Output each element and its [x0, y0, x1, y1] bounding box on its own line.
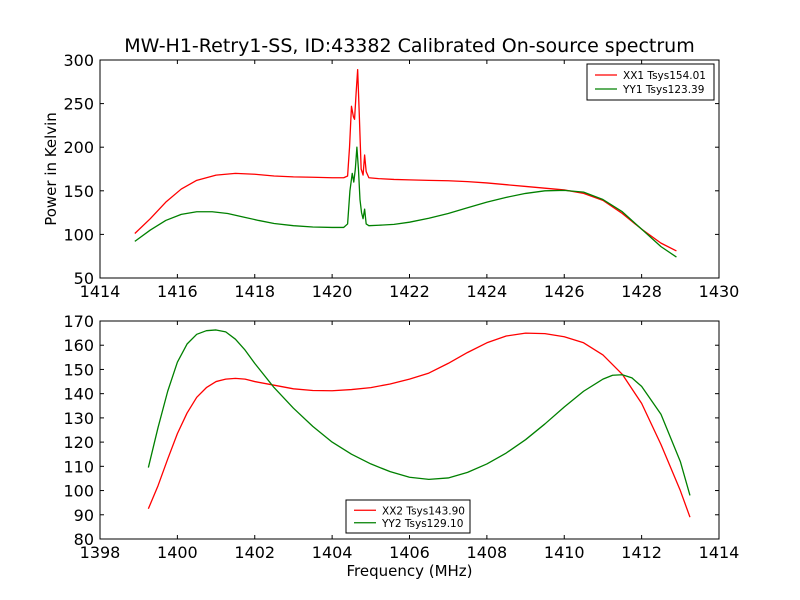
legend-label: YY1 Tsys123.39 — [622, 84, 704, 96]
chart-title: MW-H1-Retry1-SS, ID:43382 Calibrated On-… — [124, 35, 694, 57]
y-tick-label: 140 — [63, 385, 94, 404]
x-tick-label: 1408 — [467, 543, 508, 562]
y-tick-label: 50 — [74, 269, 94, 288]
x-tick-label: 1398 — [80, 543, 121, 562]
x-tick-label: 1424 — [467, 282, 508, 301]
bottom-spectrum-plot: 1398 1400 1402 1404 1406 1408 1410 1412 1414 80 90… — [63, 312, 739, 580]
x-tick-label: 1404 — [312, 543, 353, 562]
y-tick-label: 150 — [63, 182, 94, 201]
legend-label: XX2 Tsys143.90 — [382, 505, 465, 517]
x-tick-label: 1418 — [234, 282, 275, 301]
y-tick-label: 130 — [63, 409, 94, 428]
y-tick-label: 160 — [63, 336, 94, 355]
y-tick-label: 100 — [63, 225, 94, 244]
x-tick-label: 1428 — [621, 282, 662, 301]
x-tick-label: 1410 — [544, 543, 585, 562]
legend-label: XX1 Tsys154.01 — [623, 70, 706, 82]
x-tick-label: 1430 — [699, 282, 740, 301]
legend-box — [586, 63, 715, 101]
x-tick-label: 1406 — [389, 543, 430, 562]
series-group — [134, 68, 677, 258]
y-tick-label: 170 — [63, 312, 94, 331]
legend-label: YY2 Tsys129.10 — [381, 518, 463, 530]
series-group — [147, 329, 691, 518]
x-tick-label: 1400 — [157, 543, 198, 562]
x-axis-label: Frequency (MHz) — [346, 562, 472, 580]
y-tick-label: 150 — [63, 360, 94, 379]
y-tick-label: 90 — [74, 506, 94, 525]
x-tick-label: 1414 — [699, 543, 740, 562]
x-tick-label: 1420 — [312, 282, 353, 301]
x-tick-label: 1422 — [389, 282, 430, 301]
x-tick-label: 1414 — [80, 282, 121, 301]
series-line-xx1 — [134, 68, 677, 252]
top-spectrum-plot: 1414 1416 1418 1420 1422 1424 1426 1428 1430 50 10… — [42, 35, 739, 301]
y-tick-label: 80 — [74, 530, 94, 549]
y-tick-label: 300 — [63, 51, 94, 70]
y-tick-label: 120 — [63, 433, 94, 452]
x-tick-label: 1412 — [621, 543, 662, 562]
x-tick-label: 1416 — [157, 282, 198, 301]
series-line-xx2 — [147, 332, 691, 518]
series-line-yy2 — [147, 329, 691, 496]
y-axis-label: Power in Kelvin — [42, 112, 60, 226]
y-tick-label: 110 — [63, 457, 94, 476]
y-tick-label: 100 — [63, 482, 94, 501]
legend-box — [345, 499, 471, 534]
series-line-yy1 — [134, 146, 677, 258]
y-tick-label: 200 — [63, 138, 94, 157]
x-tick-label: 1426 — [544, 282, 585, 301]
y-tick-label: 250 — [63, 95, 94, 114]
legend: XX1 Tsys154.01 YY1 Tsys123.39 — [586, 63, 715, 101]
x-tick-label: 1402 — [234, 543, 275, 562]
